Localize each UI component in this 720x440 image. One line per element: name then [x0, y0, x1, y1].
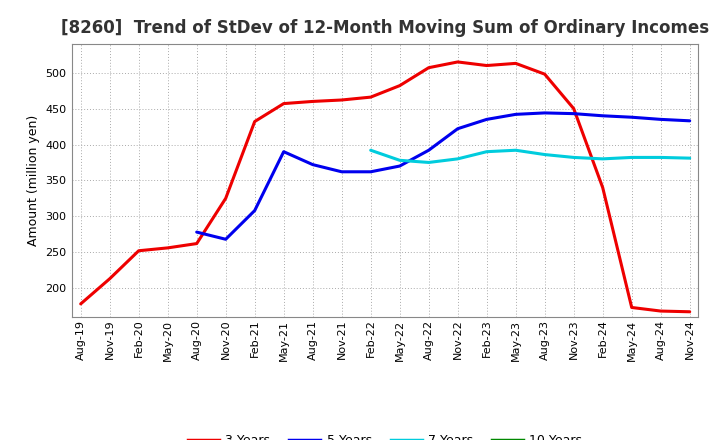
5 Years	[221, 237, 230, 242]
3 Years	[76, 301, 85, 307]
3 Years	[366, 95, 375, 100]
5 Years	[424, 147, 433, 153]
3 Years	[541, 72, 549, 77]
7 Years	[657, 155, 665, 160]
5 Years	[454, 126, 462, 132]
5 Years	[279, 149, 288, 154]
3 Years	[511, 61, 520, 66]
5 Years	[192, 229, 201, 235]
3 Years	[685, 309, 694, 315]
3 Years	[570, 106, 578, 111]
5 Years	[511, 112, 520, 117]
3 Years	[105, 276, 114, 282]
3 Years	[135, 248, 143, 253]
7 Years	[395, 158, 404, 163]
7 Years	[685, 155, 694, 161]
3 Years	[657, 308, 665, 314]
3 Years	[424, 65, 433, 70]
7 Years	[627, 155, 636, 160]
5 Years	[541, 110, 549, 116]
5 Years	[685, 118, 694, 124]
7 Years	[482, 149, 491, 154]
3 Years	[395, 83, 404, 88]
3 Years	[221, 196, 230, 201]
3 Years	[598, 185, 607, 190]
5 Years	[657, 117, 665, 122]
7 Years	[366, 147, 375, 153]
5 Years	[627, 114, 636, 120]
7 Years	[454, 156, 462, 161]
7 Years	[424, 160, 433, 165]
3 Years	[163, 245, 172, 250]
Y-axis label: Amount (million yen): Amount (million yen)	[27, 115, 40, 246]
3 Years	[454, 59, 462, 65]
5 Years	[482, 117, 491, 122]
3 Years	[338, 97, 346, 103]
7 Years	[570, 155, 578, 160]
5 Years	[338, 169, 346, 174]
3 Years	[627, 305, 636, 310]
5 Years	[598, 113, 607, 118]
3 Years	[192, 241, 201, 246]
5 Years	[570, 111, 578, 116]
5 Years	[251, 208, 259, 213]
3 Years	[308, 99, 317, 104]
5 Years	[395, 163, 404, 169]
5 Years	[366, 169, 375, 174]
3 Years	[279, 101, 288, 106]
7 Years	[541, 152, 549, 157]
3 Years	[482, 63, 491, 68]
3 Years	[251, 119, 259, 124]
Line: 3 Years: 3 Years	[81, 62, 690, 312]
Title: [8260]  Trend of StDev of 12-Month Moving Sum of Ordinary Incomes: [8260] Trend of StDev of 12-Month Moving…	[61, 19, 709, 37]
Line: 5 Years: 5 Years	[197, 113, 690, 239]
5 Years	[308, 162, 317, 167]
7 Years	[511, 147, 520, 153]
Legend: 3 Years, 5 Years, 7 Years, 10 Years: 3 Years, 5 Years, 7 Years, 10 Years	[183, 429, 588, 440]
7 Years	[598, 156, 607, 161]
Line: 7 Years: 7 Years	[371, 150, 690, 162]
